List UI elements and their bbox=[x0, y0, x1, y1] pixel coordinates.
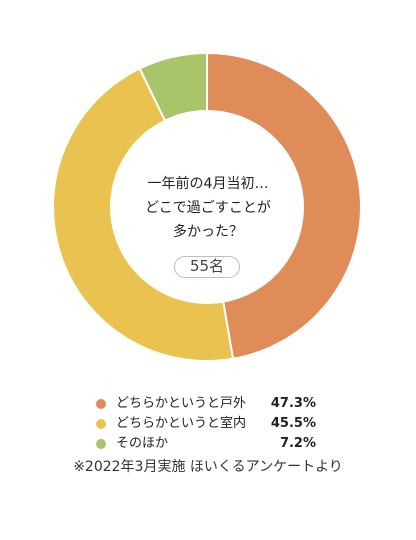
legend-dot-other bbox=[96, 439, 106, 449]
legend-item-outdoor: どちらかというと戸外 47.3% bbox=[96, 394, 316, 414]
slice-indoor bbox=[52, 67, 235, 362]
center-question: 一年前の4月当初… どこで過ごすことが 多かった？ bbox=[108, 172, 308, 244]
legend-value-other: 7.2% bbox=[279, 436, 316, 451]
legend-label-outdoor: どちらかというと戸外 bbox=[116, 396, 247, 411]
legend-dot-indoor bbox=[96, 419, 106, 429]
legend-value-indoor: 45.5% bbox=[270, 416, 316, 431]
respondents-badge: 55名 bbox=[174, 256, 240, 278]
legend: どちらかというと戸外 47.3% どちらかというと室内 45.5% そのほか 7… bbox=[96, 394, 316, 454]
legend-item-indoor: どちらかというと室内 45.5% bbox=[96, 414, 316, 434]
slice-other bbox=[138, 51, 208, 122]
slice-outdoor bbox=[206, 51, 362, 360]
survey-footnote: ※2022年3月実施 ほいくるアンケートより bbox=[73, 459, 343, 475]
legend-dot-outdoor bbox=[96, 399, 106, 409]
center-question-line-3: 多かった？ bbox=[173, 224, 243, 240]
legend-label-indoor: どちらかというと室内 bbox=[116, 416, 247, 431]
center-question-line-1: 一年前の4月当初… bbox=[147, 176, 269, 192]
legend-item-other: そのほか 7.2% bbox=[96, 434, 316, 454]
legend-value-outdoor: 47.3% bbox=[270, 396, 316, 411]
legend-label-other: そのほか bbox=[116, 436, 169, 451]
center-question-line-2: どこで過ごすことが bbox=[145, 200, 271, 216]
